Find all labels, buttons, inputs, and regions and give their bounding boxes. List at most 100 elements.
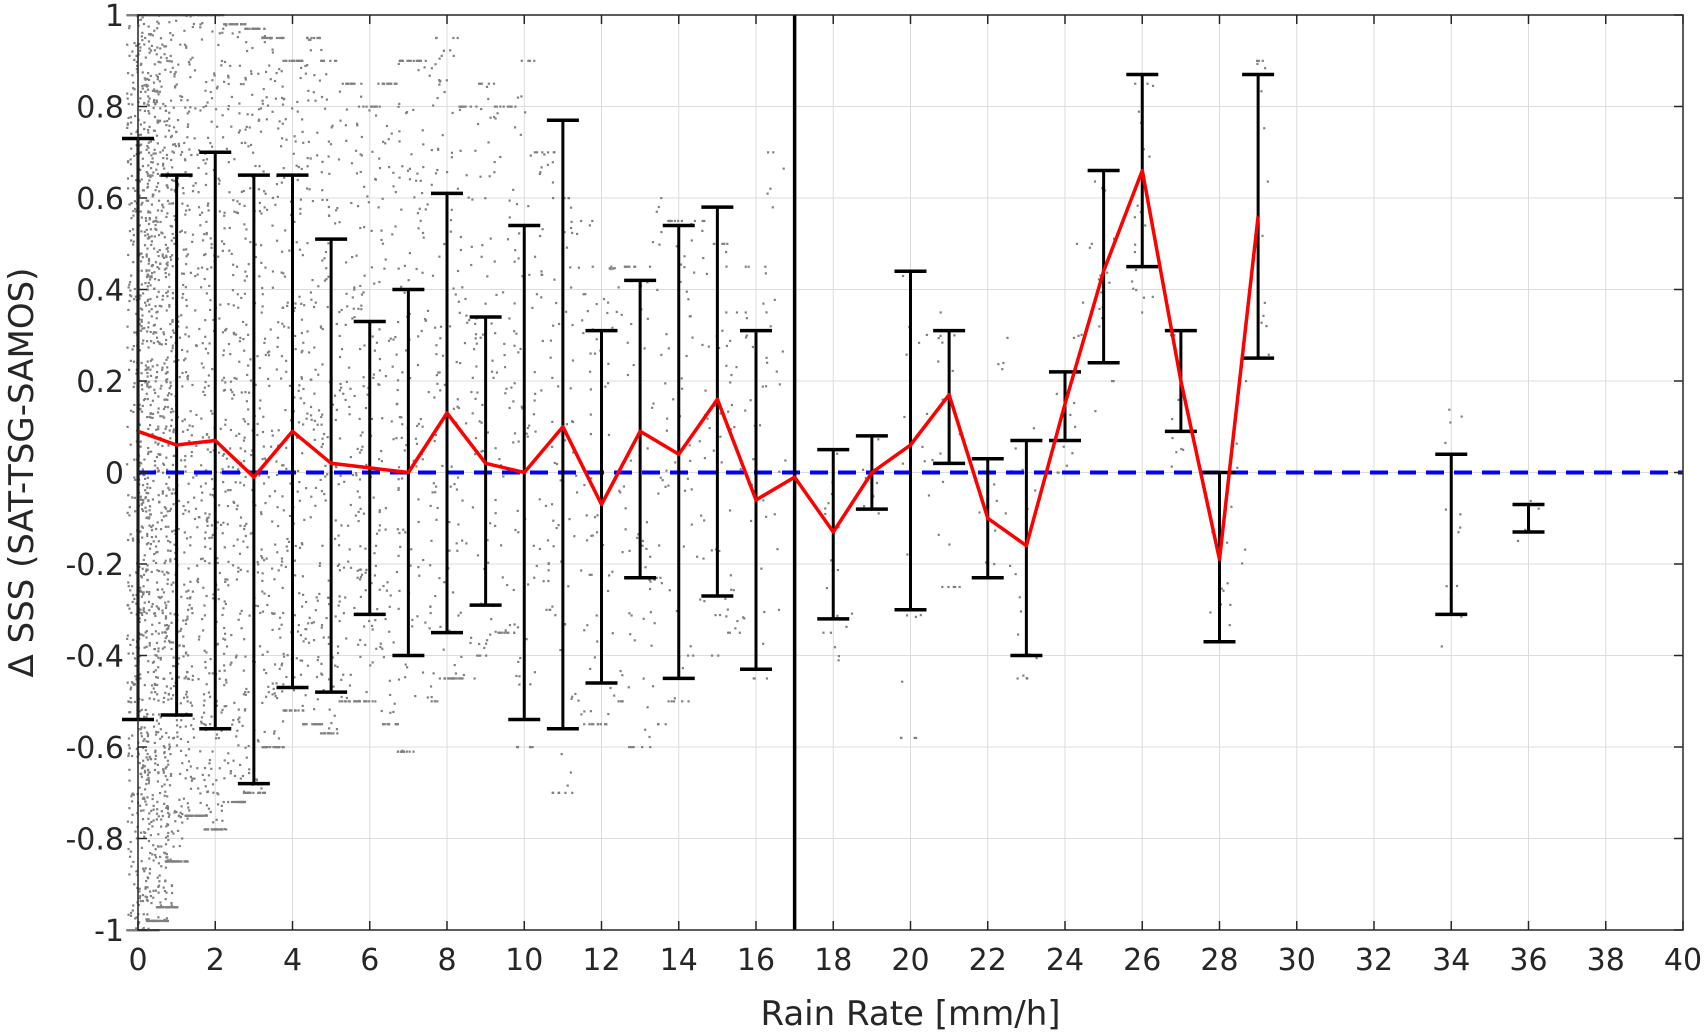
scatter-point [224, 580, 227, 583]
scatter-point [186, 597, 189, 600]
scatter-point [171, 143, 175, 146]
scatter-point [717, 346, 721, 350]
scatter-point [157, 884, 161, 887]
error-bar [1010, 438, 1043, 658]
scatter-point [280, 664, 283, 667]
scatter-point [301, 130, 304, 133]
scatter-point [130, 202, 133, 205]
scatter-point [469, 636, 473, 639]
scatter-point [321, 259, 324, 262]
scatter-point [424, 319, 428, 322]
scatter-point [277, 524, 280, 528]
scatter-point [1090, 242, 1093, 245]
scatter-point [145, 918, 148, 921]
scatter-point [186, 204, 189, 207]
scatter-point [143, 684, 146, 687]
scatter-point [905, 614, 909, 617]
scatter-point [168, 743, 171, 746]
scatter-point [550, 503, 554, 506]
scatter-point [204, 347, 207, 350]
scatter-point [155, 641, 159, 645]
scatter-point [364, 589, 367, 592]
scatter-point [147, 740, 150, 743]
scatter-point [435, 353, 438, 356]
scatter-point [941, 480, 945, 484]
scatter-point [318, 79, 322, 82]
scatter-point [193, 517, 197, 521]
scatter-point [688, 444, 691, 447]
scatter-point [139, 260, 143, 263]
scatter-point [571, 695, 574, 698]
scatter-point [466, 321, 469, 324]
scatter-point [202, 390, 205, 393]
scatter-point [208, 513, 211, 516]
scatter-point [139, 252, 142, 255]
scatter-point [336, 665, 339, 668]
scatter-point [485, 85, 489, 88]
scatter-point [306, 165, 309, 168]
scatter-point [171, 463, 175, 467]
scatter-point [335, 408, 338, 411]
scatter-point [284, 59, 287, 62]
scatter-point [729, 428, 733, 431]
scatter-point [492, 82, 496, 85]
scatter-point [204, 183, 208, 187]
scatter-point [508, 216, 511, 219]
scatter-point [162, 769, 165, 772]
scatter-point [207, 774, 211, 777]
scatter-point [147, 542, 150, 545]
scatter-point [171, 232, 174, 236]
scatter-point [243, 709, 247, 712]
scatter-point [408, 750, 411, 753]
scatter-point [147, 366, 150, 369]
scatter-point [155, 185, 158, 188]
scatter-point [405, 111, 409, 114]
scatter-point [207, 516, 210, 519]
scatter-point [156, 569, 159, 572]
scatter-point [167, 811, 170, 815]
scatter-point [211, 783, 215, 786]
scatter-point [354, 471, 358, 475]
scatter-point [152, 81, 156, 84]
scatter-point [749, 519, 753, 523]
scatter-point [166, 627, 169, 630]
scatter-point [312, 91, 315, 94]
scatter-point [687, 298, 690, 301]
scatter-point [310, 298, 313, 301]
scatter-point [738, 631, 741, 634]
scatter-point [300, 351, 303, 354]
scatter-point [132, 385, 135, 389]
scatter-point [162, 745, 165, 748]
scatter-point [316, 131, 319, 134]
scatter-point [508, 317, 511, 320]
scatter-point [161, 253, 164, 256]
scatter-point [232, 501, 236, 504]
scatter-point [463, 341, 467, 345]
scatter-point [378, 157, 381, 160]
scatter-point [157, 815, 160, 818]
scatter-point [175, 83, 178, 86]
scatter-point [131, 929, 135, 932]
scatter-point [371, 700, 374, 703]
scatter-point [451, 677, 455, 680]
scatter-point [145, 645, 148, 648]
scatter-point [126, 463, 129, 466]
scatter-point [236, 504, 239, 507]
scatter-point [658, 544, 661, 547]
scatter-point [141, 894, 145, 897]
scatter-point [173, 492, 176, 495]
scatter-point [142, 292, 145, 295]
scatter-point [132, 682, 135, 685]
scatter-point [225, 457, 228, 460]
scatter-point [204, 545, 207, 548]
scatter-point [559, 648, 562, 652]
scatter-point [160, 919, 163, 923]
scatter-point [157, 469, 160, 472]
scatter-point [552, 519, 555, 522]
scatter-point [277, 737, 281, 740]
scatter-point [157, 699, 160, 702]
scatter-point [580, 219, 583, 223]
scatter-point [335, 728, 339, 731]
scatter-point [167, 906, 171, 909]
scatter-point [169, 54, 172, 58]
